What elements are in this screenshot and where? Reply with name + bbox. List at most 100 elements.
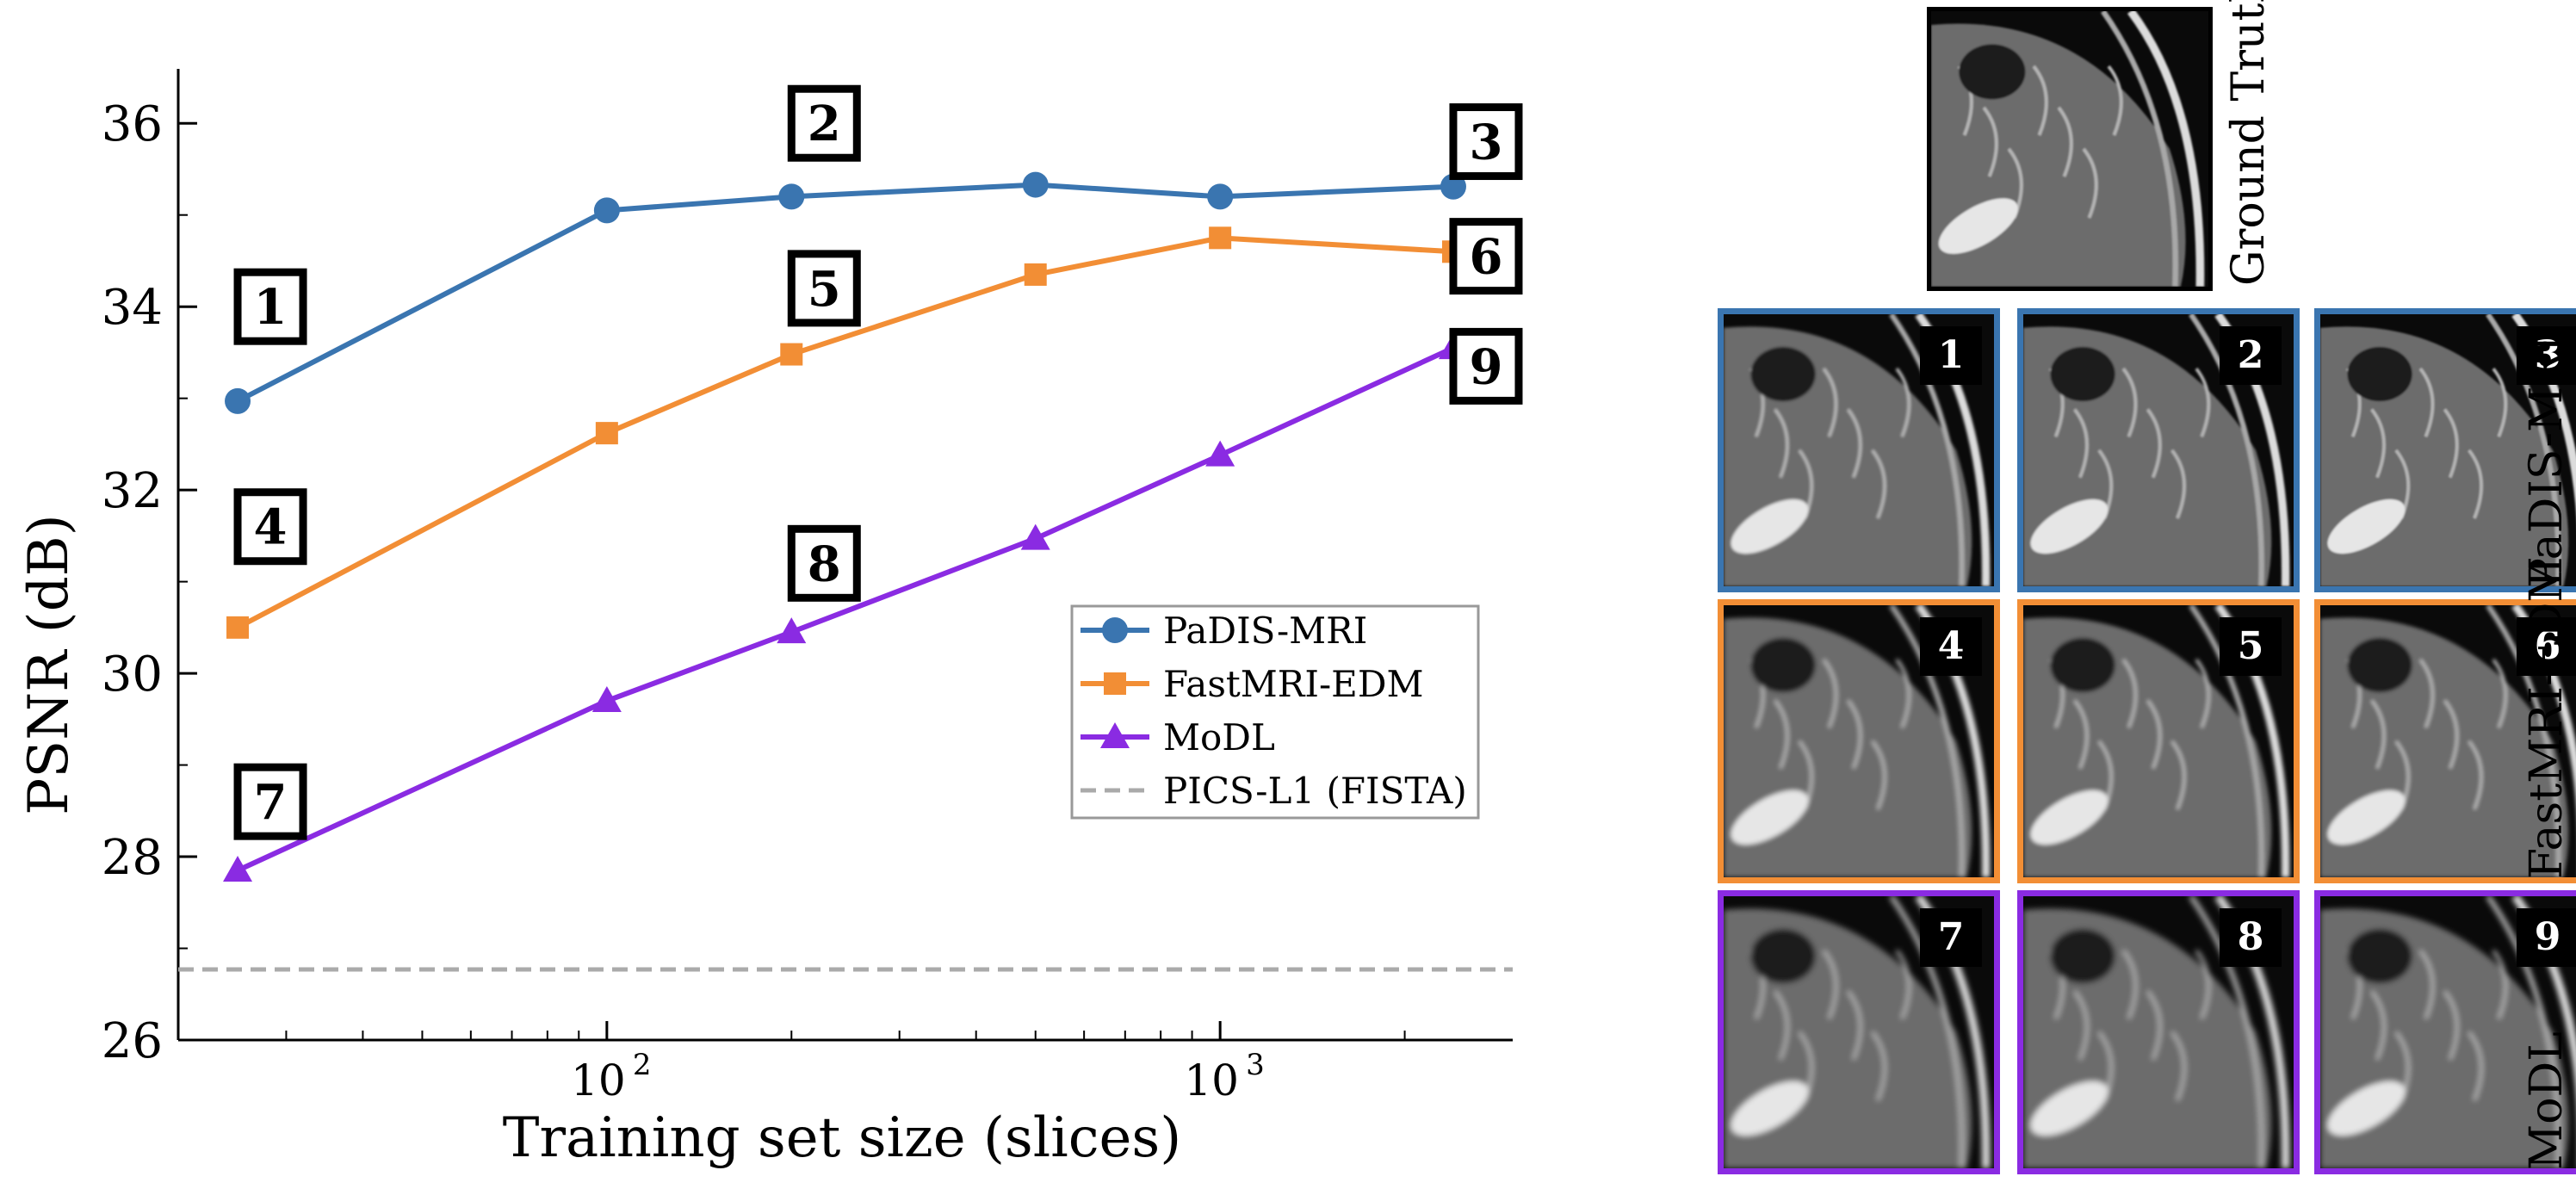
- annotation-8: 8: [787, 524, 861, 602]
- sulcus: [2032, 65, 2048, 136]
- sulcus: [1822, 950, 1838, 1019]
- annotation-box: [787, 84, 861, 162]
- sulcus: [2121, 950, 2138, 1019]
- ventricle: [2030, 1080, 2108, 1136]
- sulcus: [2073, 699, 2089, 770]
- data-point: [591, 686, 622, 713]
- x-tick-label: 10: [571, 1056, 626, 1105]
- brain-mri-image: [2320, 605, 2576, 877]
- x-axis-label: Training set size (slices): [503, 1106, 1181, 1170]
- data-point: [1205, 440, 1235, 467]
- cortex-edge: [1889, 314, 1965, 586]
- cortex-edge: [1889, 605, 1965, 877]
- legend-label: PaDIS-MRI: [1163, 610, 1367, 652]
- legend-box: [1070, 604, 1480, 820]
- series-padis-mri: [225, 171, 1466, 414]
- x-tick-exponent: 2: [633, 1048, 652, 1082]
- dark-lesion: [1750, 346, 1816, 402]
- sulcus: [2468, 740, 2483, 810]
- sulcus: [2195, 368, 2211, 437]
- tile-number-badge: 3: [2517, 326, 2576, 385]
- annotation-3: 3: [1449, 103, 1523, 181]
- y-axis-label: PSNR (dB): [17, 514, 81, 814]
- brain-tissue: [2320, 896, 2576, 1168]
- sulcus: [2146, 990, 2162, 1061]
- brain-mri-image: [1724, 314, 1994, 586]
- tile-number-badge: 9: [2517, 908, 2576, 967]
- data-point: [1022, 171, 1049, 198]
- tile-number-badge: 6: [2517, 617, 2576, 676]
- cortex-edge: [2101, 11, 2178, 287]
- tile-number-badge: 8: [2220, 908, 2282, 967]
- dark-lesion: [2050, 928, 2115, 984]
- cortex-edge: [2189, 896, 2264, 1168]
- ventricle: [2030, 498, 2108, 554]
- sulcus: [2121, 659, 2138, 728]
- ventricle: [1938, 198, 2018, 254]
- dark-lesion: [2050, 346, 2115, 402]
- sulcus: [2468, 449, 2483, 519]
- sulcus: [1895, 950, 1911, 1019]
- reconstruction-1: 1: [1718, 308, 2000, 592]
- y-tick-label: 28: [102, 830, 163, 886]
- sulcus: [1871, 449, 1886, 519]
- cortex-edge: [2486, 896, 2561, 1168]
- sulcus: [1846, 699, 1862, 770]
- sulcus: [2082, 147, 2098, 219]
- sulcus: [2073, 408, 2089, 479]
- tile-number-badge: 5: [2220, 617, 2282, 676]
- annotation-2: 2: [787, 84, 861, 162]
- dark-lesion: [1959, 44, 2026, 100]
- series-line: [236, 345, 1455, 873]
- sulcus: [1774, 408, 1789, 479]
- sulcus: [1871, 740, 1886, 810]
- sulcus: [2443, 408, 2459, 479]
- annotation-label: 2: [808, 96, 841, 152]
- annotation-label: 1: [254, 279, 288, 336]
- legend-label: PICS-L1 (FISTA): [1163, 770, 1467, 812]
- data-point: [223, 856, 253, 882]
- ventricle: [1731, 789, 1809, 845]
- annotation-label: 8: [808, 536, 841, 592]
- data-point: [593, 197, 620, 224]
- sulcus: [1774, 990, 1789, 1061]
- data-point: [1440, 173, 1466, 200]
- annotation-box: [1449, 218, 1523, 295]
- sulcus: [2418, 659, 2435, 728]
- sulcus: [2170, 449, 2186, 519]
- sulcus: [1822, 659, 1838, 728]
- annotation-7: 7: [233, 763, 307, 840]
- annotation-5: 5: [787, 250, 861, 327]
- cortex-edge: [2486, 314, 2561, 586]
- annotation-label: 9: [1469, 338, 1502, 395]
- legend-label: FastMRI-EDM: [1163, 663, 1424, 705]
- sulcus: [2107, 65, 2123, 136]
- sulcus: [2170, 1031, 2186, 1101]
- reconstruction-7: 7: [1718, 890, 2000, 1174]
- sulcus: [1871, 1031, 1886, 1101]
- sulcus: [2370, 699, 2386, 770]
- data-point: [777, 617, 807, 644]
- plot-frame: [176, 69, 1513, 1042]
- annotation-layer: 1 2 3 4 5 6 7 8 9: [233, 84, 1523, 840]
- sulcus: [2492, 950, 2508, 1019]
- dark-lesion: [1750, 637, 1816, 693]
- dark-lesion: [1750, 928, 1816, 984]
- brain-tissue: [2023, 314, 2290, 586]
- sulcus: [2370, 408, 2386, 479]
- sulcus: [2443, 990, 2459, 1061]
- series-line: [236, 182, 1454, 404]
- brain-tissue: [2320, 314, 2576, 586]
- row-label: PaDIS-MRI: [2521, 335, 2573, 588]
- reconstruction-3: 3: [2314, 308, 2576, 592]
- annotation-box: [1449, 327, 1523, 405]
- legend-marker: [1104, 672, 1126, 695]
- reconstruction-8: 8: [2017, 890, 2300, 1174]
- series-line: [236, 235, 1454, 630]
- y-tick-label: 36: [102, 96, 163, 152]
- annotation-label: 7: [254, 774, 288, 831]
- y-tick-label: 32: [102, 463, 163, 519]
- sulcus: [2146, 408, 2162, 479]
- tile-number-badge: 2: [2220, 326, 2282, 385]
- legend-marker: [1100, 722, 1130, 748]
